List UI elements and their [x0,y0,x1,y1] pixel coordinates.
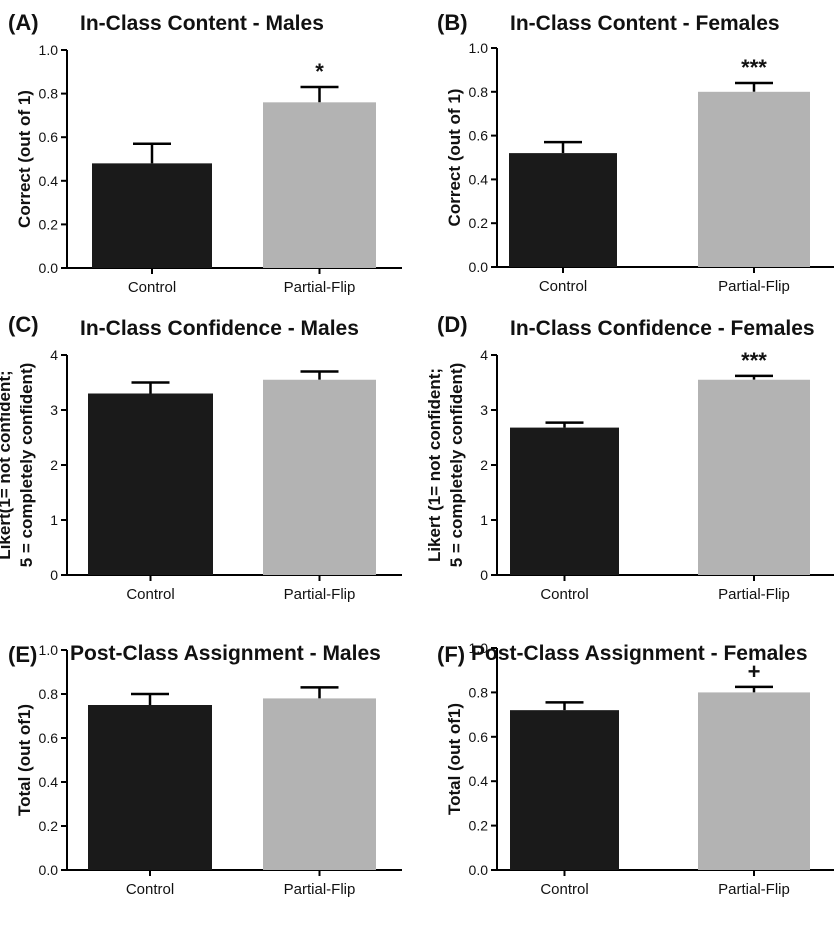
significance-marker: *** [741,348,767,373]
y-axis-label: Total (out of1) [15,704,34,816]
chart-title: Post-Class Assignment - Females [471,642,808,665]
y-tick-label: 1 [480,512,488,528]
y-tick-label: 3 [50,402,58,418]
bar-control [510,427,619,575]
y-tick-label: 0.8 [39,686,59,702]
significance-marker: *** [741,55,767,80]
panel-letter: (F) [437,642,465,667]
panel-letter: (C) [8,312,39,337]
y-tick-label: 0.6 [39,730,59,746]
chart-panel-f: (F) Post-Class Assignment - Females Total … [437,640,834,898]
bar-control [92,163,212,268]
bar-control [88,705,212,870]
bar-partial-flip [698,692,810,870]
y-tick-label: 0.6 [469,729,489,745]
y-axis-label: Likert (1= not confident; [425,368,444,562]
y-tick-label: 3 [480,402,488,418]
y-tick-label: 0.0 [39,260,59,276]
bar-partial-flip [263,102,376,268]
y-axis-label: Correct (out of 1) [445,89,464,227]
bar-partial-flip [263,379,376,575]
y-tick-label: 1 [50,512,58,528]
bar-partial-flip [698,379,810,575]
y-tick-label: 1.0 [39,42,59,58]
bar-control [88,393,213,575]
significance-marker: * [315,59,324,84]
y-axis-label: 5 = completely confident) [17,363,36,568]
y-tick-label: 0 [50,567,58,583]
y-tick-label: 0.0 [39,862,59,878]
bar-partial-flip [698,91,810,267]
chart-panel-d: (D) In-Class Confidence - Females Likert (… [425,312,834,603]
y-axis-label: Correct (out of 1) [15,90,34,228]
chart-title: In-Class Confidence - Females [510,317,815,340]
y-tick-label: 0.0 [469,259,489,275]
chart-title: Post-Class Assignment - Males [70,642,381,665]
bar-partial-flip [263,698,376,870]
y-tick-label: 0 [480,567,488,583]
x-tick-label: Partial-Flip [284,279,356,296]
x-tick-label: Partial-Flip [284,586,356,603]
y-tick-label: 0.2 [469,818,489,834]
y-tick-label: 0.2 [469,215,489,231]
y-axis-label: Total (out of1) [445,703,464,815]
y-tick-label: 1.0 [469,40,489,56]
x-tick-label: Control [539,278,587,295]
y-tick-label: 1.0 [469,640,489,656]
x-tick-label: Partial-Flip [718,586,790,603]
panel-letter: (D) [437,312,468,337]
y-tick-label: 2 [480,457,488,473]
y-tick-label: 0.2 [39,216,59,232]
chart-panel-b: (B) In-Class Content - Females Correct (ou… [437,10,834,295]
y-tick-label: 0.8 [39,86,59,102]
y-tick-label: 0.8 [469,684,489,700]
y-tick-label: 1.0 [39,642,59,658]
bar-control [509,153,617,267]
x-tick-label: Partial-Flip [718,278,790,295]
y-tick-label: 4 [50,347,58,363]
y-axis-label: 5 = completely confident) [447,363,466,568]
y-tick-label: 0.6 [469,128,489,144]
panel-letter: (B) [437,10,468,35]
x-tick-label: Partial-Flip [718,881,790,898]
y-axis-label: Likert(1= not confident; [0,370,14,559]
y-tick-label: 4 [480,347,488,363]
y-tick-label: 2 [50,457,58,473]
x-tick-label: Control [126,881,174,898]
chart-title: In-Class Content - Males [80,12,324,35]
y-tick-label: 0.2 [39,818,59,834]
y-tick-label: 0.0 [469,862,489,878]
significance-marker: + [748,659,761,684]
y-tick-label: 0.4 [469,171,489,187]
y-tick-label: 0.8 [469,84,489,100]
chart-panel-e: (E) Post-Class Assignment - Males Total (o… [8,642,402,898]
x-tick-label: Control [540,586,588,603]
chart-panel-c: (C) In-Class Confidence - Males Likert(1= … [0,312,402,603]
panel-letter: (E) [8,642,37,667]
y-tick-label: 0.4 [39,173,59,189]
chart-title: In-Class Confidence - Males [80,317,359,340]
x-tick-label: Control [126,586,174,603]
y-tick-label: 0.4 [39,774,59,790]
y-tick-label: 0.6 [39,129,59,145]
x-tick-label: Control [128,279,176,296]
y-tick-label: 0.4 [469,773,489,789]
x-tick-label: Control [540,881,588,898]
chart-title: In-Class Content - Females [510,12,780,35]
panel-letter: (A) [8,10,39,35]
chart-panel-a: (A) In-Class Content - Males Correct (out … [8,10,402,296]
bar-control [510,710,619,870]
x-tick-label: Partial-Flip [284,881,356,898]
